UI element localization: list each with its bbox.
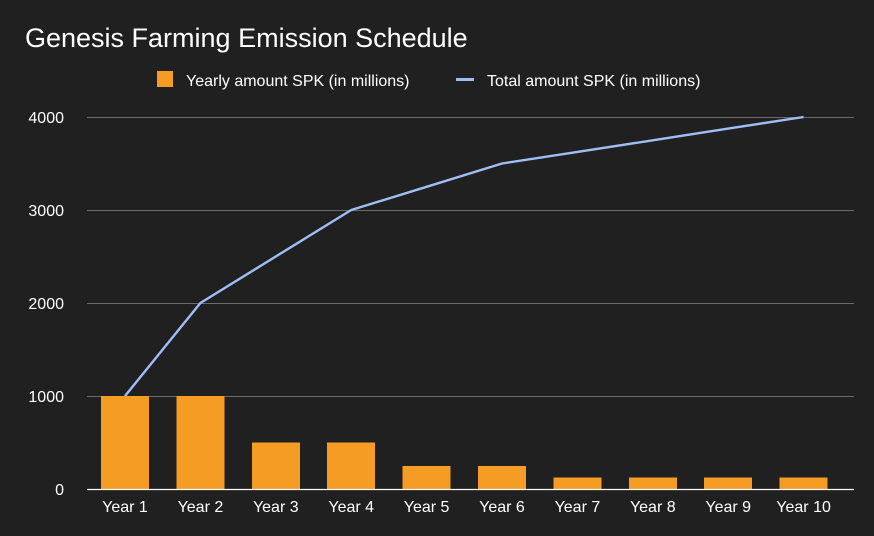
y-tick-label: 4000 <box>28 110 64 127</box>
x-tick-label: Year 6 <box>479 499 525 516</box>
bar <box>176 396 225 489</box>
total-line <box>124 115 804 397</box>
x-tick-label: Year 4 <box>328 499 374 516</box>
bar <box>628 477 677 489</box>
bar <box>327 442 376 489</box>
y-axis-ticks: 0 1000 2000 3000 4000 <box>28 110 64 499</box>
y-tick-label: 0 <box>55 482 64 499</box>
bar-series <box>101 396 828 490</box>
y-tick-label: 1000 <box>28 389 64 406</box>
chart-title: Genesis Farming Emission Schedule <box>25 23 468 53</box>
legend-label-yearly: Yearly amount SPK (in millions) <box>186 73 410 90</box>
legend-swatch-total <box>456 78 474 81</box>
bar <box>779 477 828 489</box>
gridlines <box>87 117 854 397</box>
y-tick-label: 2000 <box>28 296 64 313</box>
x-tick-label: Year 3 <box>253 499 299 516</box>
x-tick-label: Year 5 <box>404 499 450 516</box>
bar <box>704 477 753 489</box>
legend: Yearly amount SPK (in millions) Total am… <box>157 71 700 90</box>
legend-label-total: Total amount SPK (in millions) <box>487 73 700 90</box>
line-series <box>124 115 804 397</box>
x-tick-label: Year 7 <box>555 499 601 516</box>
legend-swatch-yearly <box>157 71 173 87</box>
x-tick-label: Year 1 <box>102 499 148 516</box>
x-tick-label: Year 9 <box>705 499 751 516</box>
x-axis-ticks: Year 1 Year 2 Year 3 Year 4 Year 5 Year 6 Year… <box>102 499 831 516</box>
x-tick-label: Year 10 <box>776 499 831 516</box>
bar <box>478 465 526 490</box>
bar <box>402 465 451 490</box>
y-tick-label: 3000 <box>28 203 64 220</box>
bar <box>553 477 602 489</box>
x-tick-label: Year 2 <box>178 499 224 516</box>
bar <box>251 442 300 489</box>
bar <box>101 396 149 489</box>
x-tick-label: Year 8 <box>630 499 676 516</box>
